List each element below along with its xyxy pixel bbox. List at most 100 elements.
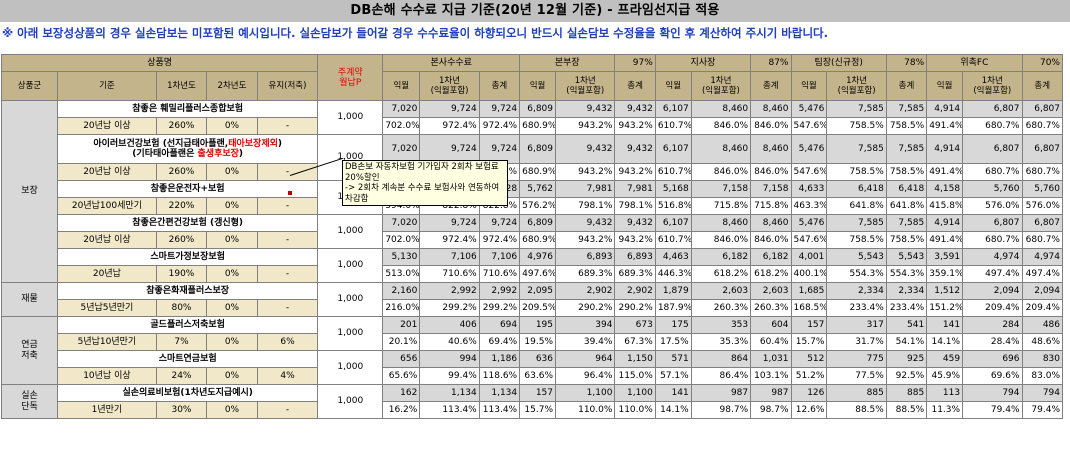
monthly-premium: 1,000 <box>317 316 384 351</box>
commission-amount: 4,001 <box>790 248 828 266</box>
commission-amount: 656 <box>382 350 421 368</box>
commission-rate: 758.5% <box>826 117 887 135</box>
commission-rate: 260.3% <box>750 299 792 317</box>
commission-amount: 6,107 <box>654 214 692 232</box>
table-row: 20년납 190% 0% -513.0% 710.6% 710.6% 497.6% 689.3… <box>2 265 1063 283</box>
commission-rate: 610.7% <box>654 117 692 135</box>
commission-amount: 694 <box>478 316 521 334</box>
commission-amount: 6,809 <box>519 100 556 118</box>
commission-amount: 7,158 <box>690 180 752 198</box>
commission-amount: 394 <box>554 316 616 334</box>
year2-rate: 0% <box>206 163 258 181</box>
commission-amount: 1,134 <box>419 384 480 402</box>
commission-rate: 40.6% <box>419 333 480 351</box>
commission-rate: 39.4% <box>554 333 616 351</box>
commission-rate: 83.0% <box>1021 367 1063 385</box>
commission-amount: 7,158 <box>750 180 792 198</box>
commission-rate: 846.0% <box>750 117 792 135</box>
commission-rate: 15.7% <box>519 401 556 419</box>
commission-rate: 689.3% <box>614 265 656 283</box>
commission-rate: 88.5% <box>826 401 887 419</box>
commission-rate: 680.9% <box>519 117 556 135</box>
commission-amount: 9,432 <box>614 214 656 232</box>
commission-rate: 96.4% <box>554 367 616 385</box>
group-label: 실손 단독 <box>0 384 59 419</box>
commission-rate: 702.0% <box>382 231 421 249</box>
commission-rate: 67.3% <box>614 333 656 351</box>
product-name-tail: ) <box>277 139 283 149</box>
header-col-y1: 1차년 (익월포함) <box>419 71 480 101</box>
commission-amount: 9,724 <box>478 214 521 232</box>
product-name-note: 태아보장제외 <box>228 139 278 149</box>
commission-rate: 972.4% <box>419 231 480 249</box>
product-name-text: 아이러브건강보험 (선지급태아플랜, <box>93 139 229 149</box>
header-group: 상품군 <box>0 71 59 101</box>
commission-rate: 846.0% <box>750 231 792 249</box>
commission-rate: 16.2% <box>382 401 421 419</box>
commission-rate: 99.4% <box>419 367 480 385</box>
commission-rate: 187.9% <box>654 299 692 317</box>
year2-rate: 0% <box>206 299 258 317</box>
year1-rate: 7% <box>155 333 208 351</box>
commission-amount: 885 <box>826 384 887 402</box>
commission-amount: 8,460 <box>750 100 792 118</box>
commission-amount: 4,914 <box>926 214 964 232</box>
product-name-tail2: ) <box>238 149 244 159</box>
commission-rate: 680.7% <box>1021 231 1063 249</box>
commission-amount: 7,106 <box>478 248 521 266</box>
commission-rate: 88.5% <box>885 401 928 419</box>
commission-amount: 6,182 <box>750 248 792 266</box>
commission-amount: 5,476 <box>790 100 828 118</box>
commission-amount: 1,150 <box>614 350 656 368</box>
commission-rate: 233.4% <box>826 299 887 317</box>
commission-rate: 299.2% <box>419 299 480 317</box>
commission-rate: 69.6% <box>962 367 1023 385</box>
commission-rate: 299.2% <box>478 299 521 317</box>
header-office-pct: 87% <box>750 54 792 72</box>
commission-rate: 641.8% <box>885 197 928 215</box>
commission-amount: 4,914 <box>926 134 964 164</box>
commission-rate: 680.7% <box>1021 117 1063 135</box>
commission-rate: 547.6% <box>790 231 828 249</box>
commission-amount: 885 <box>885 384 928 402</box>
table-row: 재물 참좋은화재플러스보장 1,000 2,160 2,992 2,992 2,095 2,9… <box>0 282 1063 317</box>
commission-amount: 8,460 <box>750 214 792 232</box>
table-row: 실손 단독 실손의료비보험(1차년도지급예시) 1,000 162 1,134 1,134… <box>0 384 1063 419</box>
commission-rate: 113.4% <box>478 401 521 419</box>
commission-amount: 994 <box>419 350 480 368</box>
commission-amount: 486 <box>1021 316 1063 334</box>
commission-rate: 680.7% <box>962 231 1023 249</box>
commission-rate: 48.6% <box>1021 333 1063 351</box>
commission-amount: 162 <box>382 384 421 402</box>
header-product: 상품명 <box>0 54 319 72</box>
payment-basis: 10년납 이상 <box>57 367 157 385</box>
header-col-total: 총계 <box>885 71 928 101</box>
commission-rate: 846.0% <box>690 163 752 181</box>
commission-rate: 943.2% <box>614 117 656 135</box>
commission-amount: 195 <box>519 316 556 334</box>
payment-basis: 20년납 이상 <box>57 163 157 181</box>
commission-rate: 680.7% <box>962 117 1023 135</box>
commission-amount: 541 <box>885 316 928 334</box>
commission-amount: 4,914 <box>926 100 964 118</box>
commission-amount: 175 <box>654 316 692 334</box>
header-col-total: 총계 <box>1021 71 1063 101</box>
commission-rate: 65.6% <box>382 367 421 385</box>
keep-rate: - <box>256 117 319 135</box>
commission-rate: 491.4% <box>926 163 964 181</box>
commission-amount: 6,418 <box>885 180 928 198</box>
commission-amount: 673 <box>614 316 656 334</box>
table-row: 1년만기 30% 0% -16.2% 113.4% 113.4% 15.7% 110.0% 11… <box>2 401 1063 419</box>
header-branch-pct: 97% <box>614 54 656 72</box>
commission-amount: 1,512 <box>926 282 964 300</box>
commission-rate: 63.6% <box>519 367 556 385</box>
commission-amount: 6,893 <box>554 248 616 266</box>
comment-indicator[interactable] <box>288 191 292 195</box>
header-col-ik: 익월 <box>926 71 964 101</box>
commission-rate: 209.5% <box>519 299 556 317</box>
commission-amount: 2,902 <box>614 282 656 300</box>
year1-rate: 80% <box>155 299 208 317</box>
commission-amount: 8,460 <box>690 134 752 164</box>
keep-rate: 6% <box>256 333 319 351</box>
year2-rate: 0% <box>206 367 258 385</box>
